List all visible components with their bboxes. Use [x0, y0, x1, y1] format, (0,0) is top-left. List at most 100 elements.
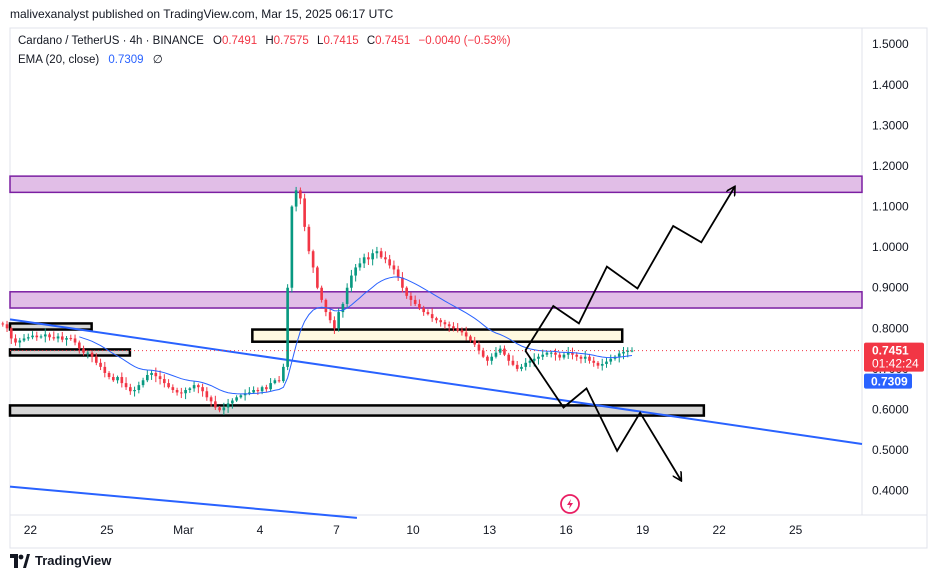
candle-body[interactable] [73, 338, 77, 343]
candle-body[interactable] [579, 356, 583, 359]
candle-body[interactable] [345, 287, 349, 304]
candle-body[interactable] [171, 387, 175, 391]
candle-body[interactable] [528, 360, 532, 363]
candle-body[interactable] [277, 380, 281, 382]
candle-body[interactable] [447, 324, 451, 327]
candle-body[interactable] [511, 360, 515, 365]
candle-body[interactable] [307, 226, 311, 252]
candle-body[interactable] [180, 392, 183, 394]
candle-body[interactable] [503, 348, 506, 355]
zone-left-zone-1[interactable] [8, 322, 93, 331]
candle-body[interactable] [39, 336, 43, 338]
candle-body[interactable] [167, 383, 170, 388]
candle-body[interactable] [99, 362, 102, 367]
candle-body[interactable] [282, 366, 285, 382]
candle-body[interactable] [56, 336, 60, 339]
candle-body[interactable] [452, 326, 455, 329]
candle-body[interactable] [48, 334, 51, 338]
candle-body[interactable] [473, 340, 477, 345]
candle-body[interactable] [430, 314, 434, 319]
candle-body[interactable] [545, 352, 549, 355]
candle-body[interactable] [248, 392, 251, 394]
candle-body[interactable] [163, 379, 166, 384]
candle-body[interactable] [328, 312, 332, 321]
candle-body[interactable] [490, 356, 494, 361]
zone-resistance-upper[interactable] [9, 175, 863, 194]
candle-body[interactable] [150, 372, 153, 375]
candle-body[interactable] [128, 387, 132, 392]
candle-body[interactable] [205, 391, 209, 398]
candle-body[interactable] [175, 390, 179, 393]
candle-body[interactable] [571, 352, 574, 355]
candle-body[interactable] [422, 308, 425, 313]
candle-body[interactable] [35, 335, 39, 338]
zone-mid-zone[interactable] [251, 328, 624, 343]
candle-body[interactable] [1, 323, 5, 325]
candle-body[interactable] [90, 352, 94, 357]
candle-body[interactable] [443, 322, 447, 325]
candle-body[interactable] [5, 324, 9, 329]
candle-body[interactable] [107, 372, 111, 378]
candle-body[interactable] [524, 362, 528, 367]
candle-body[interactable] [532, 358, 536, 361]
candle-body[interactable] [273, 380, 277, 384]
ema-label[interactable]: EMA (20, close) [18, 54, 100, 66]
candle-body[interactable] [265, 387, 268, 390]
candle-body[interactable] [460, 330, 464, 333]
candle-body[interactable] [188, 388, 192, 391]
projection-bearish-path[interactable] [524, 350, 681, 481]
candle-body[interactable] [154, 372, 158, 377]
candle-body[interactable] [605, 361, 608, 365]
lower-trendline[interactable] [9, 485, 358, 519]
candle-body[interactable] [231, 400, 234, 404]
candle-body[interactable] [494, 352, 498, 357]
candle-body[interactable] [626, 350, 630, 352]
candle-body[interactable] [299, 190, 302, 199]
candle-body[interactable] [350, 275, 353, 288]
candle-body[interactable] [252, 390, 255, 393]
candle-body[interactable] [358, 263, 362, 268]
candle-body[interactable] [256, 390, 260, 392]
candle-body[interactable] [562, 354, 566, 358]
candle-body[interactable] [371, 253, 374, 260]
candle-body[interactable] [337, 312, 340, 329]
candle-body[interactable] [82, 348, 85, 353]
candle-body[interactable] [197, 385, 200, 388]
candle-body[interactable] [362, 257, 366, 264]
projection-bullish-path[interactable] [524, 187, 734, 352]
candle-body[interactable] [201, 387, 204, 392]
candle-body[interactable] [498, 348, 502, 353]
tradingview-brand[interactable]: TradingView [10, 553, 111, 568]
candle-body[interactable] [235, 397, 238, 401]
candle-body[interactable] [192, 385, 196, 389]
ema-hidden-icon[interactable]: ∅ [152, 54, 163, 66]
candle-body[interactable] [311, 251, 315, 268]
candle-body[interactable] [218, 407, 221, 411]
candle-body[interactable] [184, 390, 187, 394]
candle-body[interactable] [469, 336, 472, 341]
candle-body[interactable] [26, 337, 30, 339]
candle-body[interactable] [133, 390, 136, 392]
candle-body[interactable] [592, 360, 596, 363]
candle-body[interactable] [596, 362, 600, 366]
candle-body[interactable] [486, 356, 489, 361]
zone-left-zone-2[interactable] [8, 348, 132, 357]
candle-body[interactable] [409, 295, 413, 300]
candle-body[interactable] [94, 356, 98, 363]
candle-body[interactable] [401, 277, 404, 288]
candle-body[interactable] [367, 257, 370, 260]
candle-body[interactable] [588, 356, 591, 361]
candle-body[interactable] [158, 376, 162, 380]
candle-body[interactable] [554, 352, 557, 355]
candle-body[interactable] [43, 334, 47, 337]
zone-support-zone[interactable] [8, 404, 706, 417]
candle-body[interactable] [31, 335, 34, 338]
candle-body[interactable] [303, 198, 306, 227]
candle-body[interactable] [341, 303, 345, 313]
candle-body[interactable] [630, 350, 634, 352]
candle-body[interactable] [384, 257, 387, 260]
candle-body[interactable] [464, 332, 468, 337]
candle-body[interactable] [86, 352, 90, 354]
ema-line[interactable] [79, 276, 633, 395]
